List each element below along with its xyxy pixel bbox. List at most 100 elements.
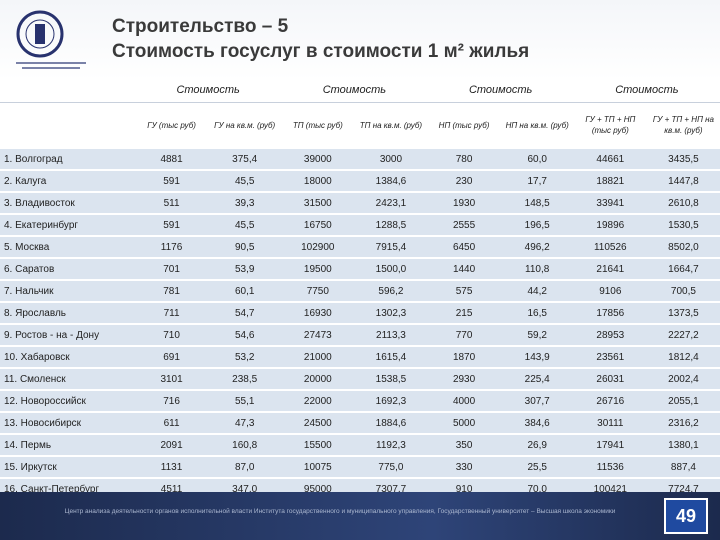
cell: 59,2 — [500, 323, 574, 346]
cell: 55,1 — [208, 389, 282, 412]
table-row: 12. Новороссийск 716 55,1 22000 1692,3 4000 30… — [0, 389, 720, 412]
table-row: 13. Новосибирск 611 47,3 24500 1884,6 5000 384… — [0, 411, 720, 434]
cell: 23561 — [573, 345, 647, 368]
cell: 2316,2 — [646, 411, 720, 434]
cell: 110526 — [573, 235, 647, 258]
table-row: 1. Волгоград 4881 375,4 39000 3000 780 60,0 446… — [0, 147, 720, 170]
cell: 160,8 — [208, 433, 282, 456]
row-label: 7. Нальчик — [0, 279, 135, 302]
cell: 3101 — [135, 367, 209, 390]
cell: 2227,2 — [646, 323, 720, 346]
title: Строительство – 5 — [112, 16, 289, 37]
cell: 1692,3 — [354, 389, 428, 412]
column-header: НП (тыс руб) — [438, 120, 490, 130]
data-table: Стоимость Стоимость Стоимость Стоимость ГУ … — [0, 78, 720, 521]
cell: 710 — [135, 323, 209, 346]
footer-text: Центр анализа деятельности органов испол… — [64, 508, 616, 515]
table-row: 5. Москва 1176 90,5 102900 7915,4 6450 496,2 11… — [0, 235, 720, 258]
table-row: 7. Нальчик 781 60,1 7750 596,2 575 44,2 9106 700… — [0, 279, 720, 302]
row-label: 12. Новороссийск — [0, 389, 135, 412]
cell: 44661 — [573, 147, 647, 170]
title-block: Строительство – 5 Стоимость госуслуг в с… — [112, 14, 529, 64]
cell: 18000 — [281, 169, 355, 192]
cell: 87,0 — [208, 455, 282, 478]
table-row: 4. Екатеринбург 591 45,5 16750 1288,5 2555 196… — [0, 213, 720, 236]
cell: 1373,5 — [646, 301, 720, 324]
cell: 701 — [135, 257, 209, 280]
group-header: Стоимость — [281, 78, 428, 103]
row-label: 13. Новосибирск — [0, 411, 135, 434]
cell: 496,2 — [500, 235, 574, 258]
row-label: 6. Саратов — [0, 257, 135, 280]
cell: 16750 — [281, 213, 355, 236]
cell: 1615,4 — [354, 345, 428, 368]
subtitle: Стоимость госуслуг в стоимости 1 м² жиль… — [112, 41, 530, 62]
logo — [16, 10, 86, 69]
cell: 780 — [427, 147, 501, 170]
column-header: ГУ + ТП + НП на кв.м. (руб) — [652, 115, 714, 135]
corner — [0, 103, 135, 149]
table-row: 10. Хабаровск 691 53,2 21000 1615,4 1870 143,9… — [0, 345, 720, 368]
cell: 26031 — [573, 367, 647, 390]
cell: 26716 — [573, 389, 647, 412]
table-row: 2. Калуга 591 45,5 18000 1384,6 230 17,7 18821 1… — [0, 169, 720, 192]
cell: 781 — [135, 279, 209, 302]
cell: 2930 — [427, 367, 501, 390]
row-label: 9. Ростов - на - Дону — [0, 323, 135, 346]
cell: 27473 — [281, 323, 355, 346]
cell: 596,2 — [354, 279, 428, 302]
cell: 53,9 — [208, 257, 282, 280]
cell: 1530,5 — [646, 213, 720, 236]
group-header: Стоимость — [573, 78, 720, 103]
cell: 4000 — [427, 389, 501, 412]
row-label: 2. Калуга — [0, 169, 135, 192]
cell: 54,6 — [208, 323, 282, 346]
cell: 1440 — [427, 257, 501, 280]
cell: 1288,5 — [354, 213, 428, 236]
row-label: 11. Смоленск — [0, 367, 135, 390]
cell: 45,5 — [208, 169, 282, 192]
cell: 1131 — [135, 455, 209, 478]
table-row: 9. Ростов - на - Дону 710 54,6 27473 2113,3 7… — [0, 323, 720, 346]
row-label: 8. Ярославль — [0, 301, 135, 324]
column-header: НП на кв.м. (руб) — [505, 120, 569, 130]
cell: 196,5 — [500, 213, 574, 236]
cell: 11536 — [573, 455, 647, 478]
cell: 148,5 — [500, 191, 574, 214]
cell: 24500 — [281, 411, 355, 434]
cell: 9106 — [573, 279, 647, 302]
cell: 26,9 — [500, 433, 574, 456]
cell: 1380,1 — [646, 433, 720, 456]
cell: 15500 — [281, 433, 355, 456]
cell: 33941 — [573, 191, 647, 214]
group-header: Стоимость — [135, 78, 282, 103]
cell: 575 — [427, 279, 501, 302]
cell: 511 — [135, 191, 209, 214]
cell: 54,7 — [208, 301, 282, 324]
cell: 90,5 — [208, 235, 282, 258]
cell: 18821 — [573, 169, 647, 192]
table-row: 11. Смоленск 3101 238,5 20000 1538,5 2930 225,… — [0, 367, 720, 390]
cell: 39000 — [281, 147, 355, 170]
cell: 1500,0 — [354, 257, 428, 280]
cell: 215 — [427, 301, 501, 324]
cell: 17941 — [573, 433, 647, 456]
cell: 384,6 — [500, 411, 574, 434]
row-label: 5. Москва — [0, 235, 135, 258]
cell: 591 — [135, 213, 209, 236]
cell: 110,8 — [500, 257, 574, 280]
column-header: ТП на кв.м. (руб) — [359, 120, 423, 130]
cell: 350 — [427, 433, 501, 456]
cell: 2113,3 — [354, 323, 428, 346]
cell: 21641 — [573, 257, 647, 280]
cell: 16,5 — [500, 301, 574, 324]
row-label: 15. Иркутск — [0, 455, 135, 478]
table-row: 6. Саратов 701 53,9 19500 1500,0 1440 110,8 216… — [0, 257, 720, 280]
table-row: 8. Ярославль 711 54,7 16930 1302,3 215 16,5 178… — [0, 301, 720, 324]
cell: 1384,6 — [354, 169, 428, 192]
cell: 1302,3 — [354, 301, 428, 324]
cell: 3000 — [354, 147, 428, 170]
cell: 1538,5 — [354, 367, 428, 390]
cell: 20000 — [281, 367, 355, 390]
